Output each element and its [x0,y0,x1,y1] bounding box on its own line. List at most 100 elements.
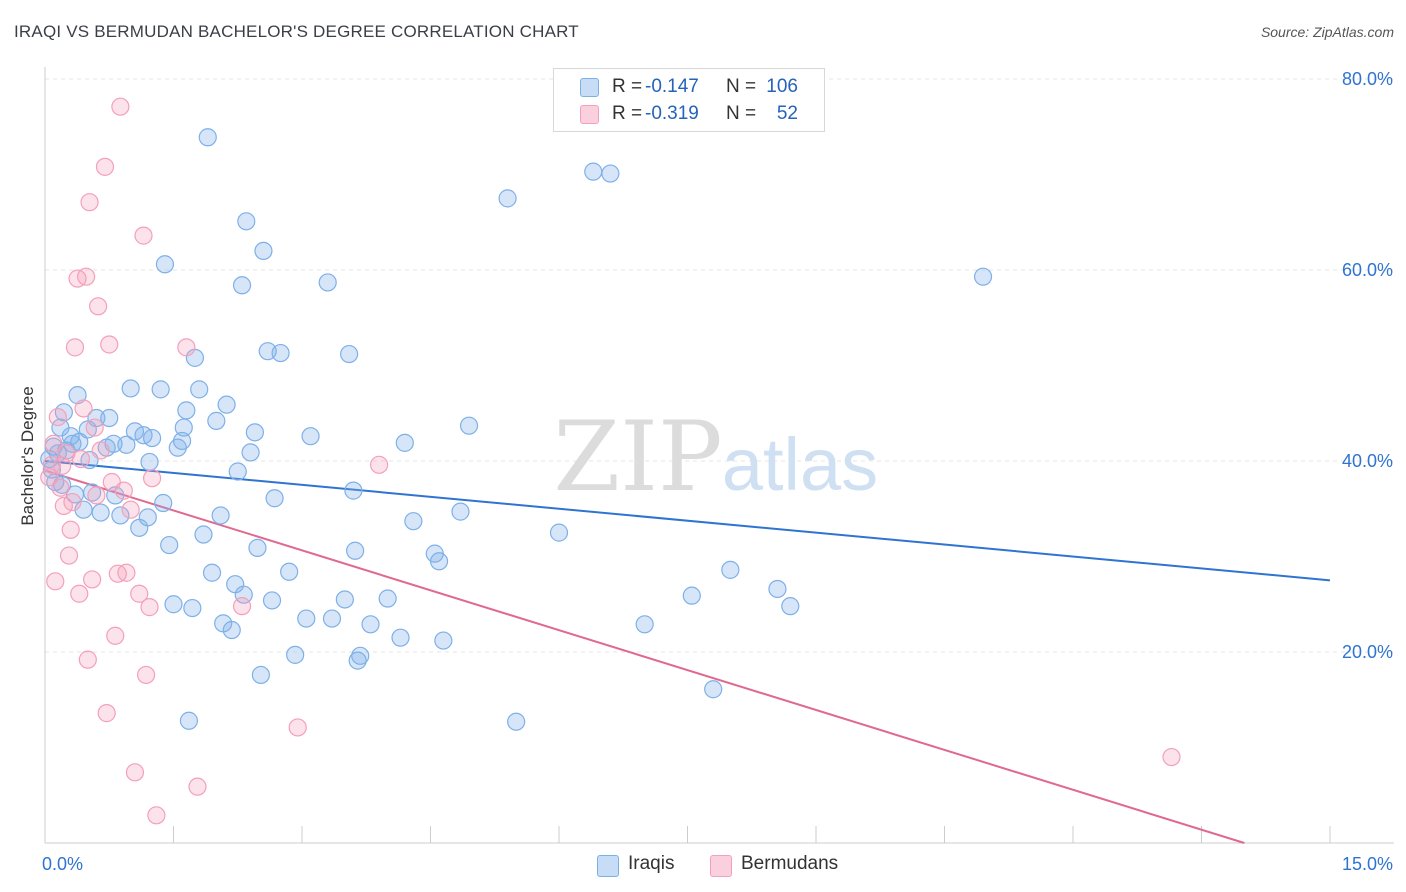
stats-row-bermudans: R = -0.319 N = 52 [554,100,824,128]
point-iraqis [254,241,273,260]
point-iraqis [222,620,241,640]
point-bermudans [288,718,307,737]
point-iraqis [202,563,222,582]
point-iraqis [164,595,183,614]
point-bermudans [77,267,96,286]
point-iraqis [198,128,217,147]
grid-lines [45,78,1394,653]
point-iraqis [154,493,173,513]
point-iraqis [348,651,367,670]
point-iraqis [704,680,723,699]
point-iraqis [241,443,260,462]
point-bermudans [232,597,252,616]
point-iraqis [183,598,202,618]
point-iraqis [301,427,320,446]
point-iraqis [106,486,125,505]
point-iraqis [125,422,145,441]
axes [44,67,1394,844]
point-bermudans [1162,747,1181,767]
point-iraqis [63,434,82,453]
legend-label-iraqis: Iraqis [628,853,675,874]
point-bermudans [147,806,166,825]
point-iraqis [262,591,282,610]
point-iraqis [549,523,569,542]
watermark: ZIP atlas [553,401,878,513]
r-value: -0.147 [645,76,699,97]
r-label: R = [612,103,643,124]
point-iraqis [361,615,380,634]
point-iraqis [140,452,159,472]
source-note: Source: ZipAtlas.com [1260,24,1394,40]
point-iraqis [404,512,423,531]
point-iraqis [318,273,337,292]
point-iraqis [434,631,453,650]
point-iraqis [498,189,517,208]
point-iraqis [271,343,290,363]
point-iraqis [395,433,414,452]
r-label: R = [612,76,643,97]
point-bermudans [78,650,97,669]
point-iraqis [635,615,654,634]
point-bermudans [117,563,136,582]
point-bermudans [83,570,102,589]
point-bermudans [142,469,162,488]
point-bermudans [54,496,73,515]
point-iraqis [459,416,479,435]
y-tick-label: 40.0% [1342,451,1393,471]
point-iraqis [322,609,342,628]
point-bermudans [65,338,85,357]
point-iraqis [721,560,740,579]
watermark-zip: ZIP [553,401,722,513]
point-bermudans [48,407,67,427]
chart-title: IRAQI VS BERMUDAN BACHELOR'S DEGREE CORR… [14,22,579,41]
point-iraqis [584,162,603,181]
point-bermudans [59,546,79,565]
point-iraqis [340,344,359,364]
point-bermudans [177,338,196,357]
point-bermudans [106,626,125,645]
point-iraqis [286,645,305,664]
point-bermudans [111,97,130,116]
point-bermudans [134,226,153,245]
point-bermudans [44,434,63,453]
point-iraqis [429,552,449,571]
point-bermudans [136,665,156,685]
point-iraqis [351,646,370,665]
r-value: -0.319 [645,103,699,124]
legend-swatch-iraqis [597,855,619,877]
point-bermudans [46,572,65,591]
point-bermudans [121,500,140,519]
point-iraqis [155,255,175,274]
n-label: N = [726,103,757,124]
legend-label-bermudans: Bermudans [741,853,839,874]
point-iraqis [68,386,87,405]
point-bermudans [89,297,108,316]
point-bermudans [61,520,80,539]
point-iraqis [207,411,226,430]
point-iraqis [335,590,354,609]
point-iraqis [601,164,620,183]
point-bermudans [74,399,93,418]
stats-swatch-iraqis [580,78,599,97]
trend-line-iraqis [44,460,1331,582]
trend-line-bermudans [44,469,1245,844]
point-iraqis [138,508,157,527]
point-bermudans [95,157,115,176]
point-iraqis [190,380,209,399]
point-bermudans [63,492,82,512]
point-iraqis [280,562,299,581]
point-iraqis [160,535,179,555]
point-iraqis [237,212,256,231]
point-bermudans [140,598,159,617]
point-iraqis [151,380,170,399]
point-iraqis [391,628,410,647]
y-tick-label: 60.0% [1342,260,1393,280]
stats-swatch-bermudans [580,105,599,124]
point-bermudans [51,478,70,497]
point-iraqis [117,435,136,454]
point-bermudans [80,193,99,212]
point-iraqis [174,418,193,437]
point-bermudans [87,486,106,505]
point-iraqis [172,431,192,451]
point-bermudans [97,704,116,723]
